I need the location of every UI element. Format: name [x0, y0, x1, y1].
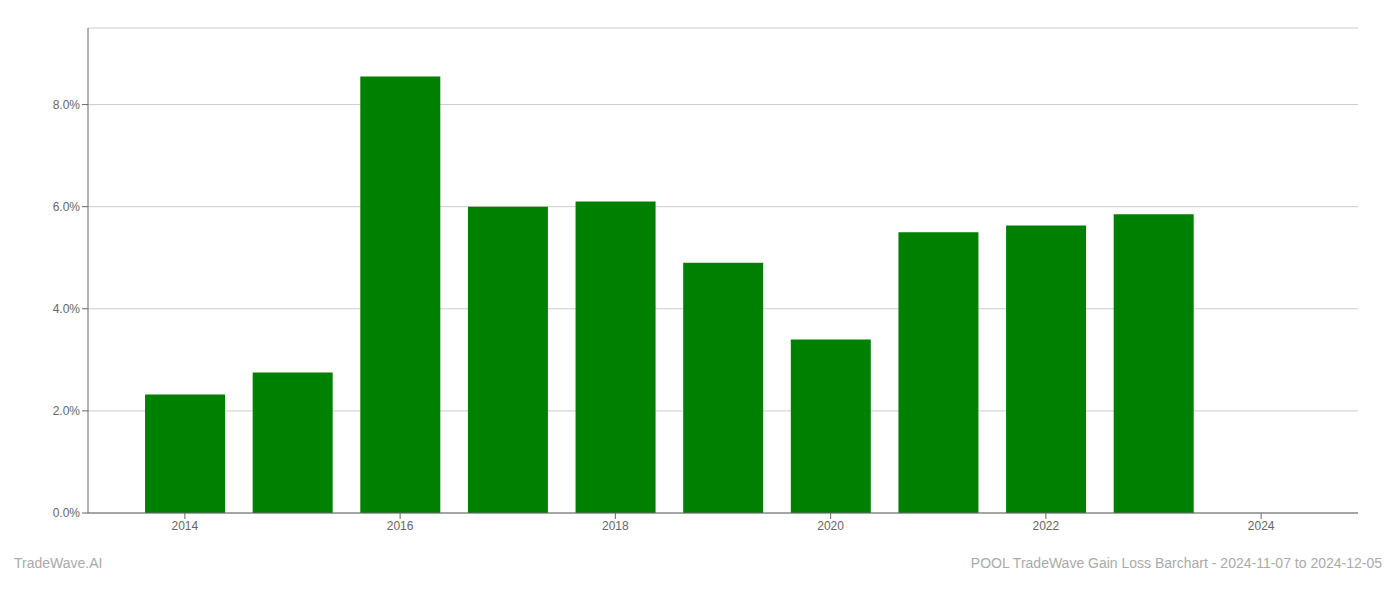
html-text:POOL TradeWave Gain Loss Barch: POOL TradeWave Gain Loss Barchart - 2024…	[970, 555, 1382, 571]
svg-text:2.0%: 2.0%	[53, 404, 81, 418]
svg-text:0.0%: 0.0%	[53, 506, 81, 520]
svg-text:2020: 2020	[817, 519, 844, 533]
svg-text:6.0%: 6.0%	[53, 200, 81, 214]
html-text:TradeWave.AI: TradeWave.AI	[14, 555, 103, 571]
svg-text:8.0%: 8.0%	[53, 98, 81, 112]
svg-text:2018: 2018	[602, 519, 629, 533]
svg-text:4.0%: 4.0%	[53, 302, 81, 316]
svg-text:2022: 2022	[1033, 519, 1060, 533]
svg-text:2016: 2016	[387, 519, 414, 533]
svg-text:2014: 2014	[172, 519, 199, 533]
svg-text:2024: 2024	[1248, 519, 1275, 533]
